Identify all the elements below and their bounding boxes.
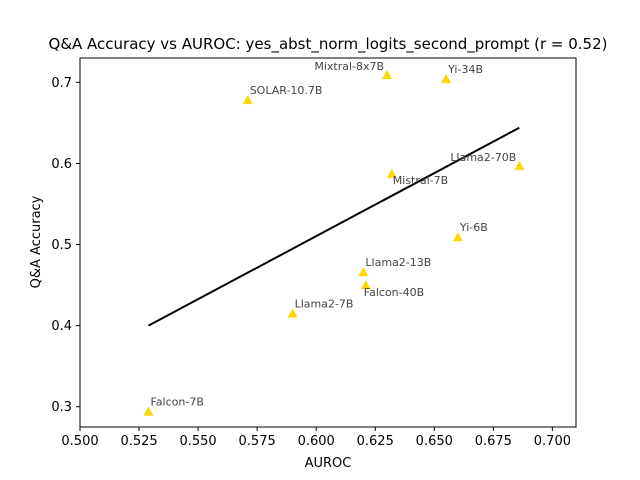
- x-axis: 0.500 0.525 0.550 0.575 0.600 0.625 0.650 0.675…: [61, 427, 571, 449]
- point-label: Llama2-13B: [365, 256, 431, 269]
- point-label: SOLAR-10.7B: [250, 84, 323, 97]
- y-tick-label: 0.7: [51, 76, 72, 91]
- data-point: [143, 406, 154, 416]
- plot-area: Mixtral-8x7B Yi-34B SOLAR-10.7B Llama2-70BM…: [143, 60, 525, 416]
- point-label: Llama2-70B: [450, 151, 516, 164]
- data-point: [242, 95, 253, 105]
- y-tick-label: 0.6: [51, 157, 72, 172]
- point-label: Falcon-40B: [364, 286, 424, 299]
- point-label: Yi-6B: [459, 221, 488, 234]
- data-point: [360, 280, 371, 290]
- data-point: [287, 308, 298, 318]
- data-point: [358, 267, 369, 277]
- x-tick-label: 0.650: [416, 434, 453, 449]
- point-label: Yi-34B: [447, 63, 483, 76]
- plot-frame: [79, 57, 577, 428]
- x-tick-label: 0.500: [61, 434, 98, 449]
- x-tick-label: 0.675: [475, 434, 512, 449]
- point-label: Falcon-7B: [150, 396, 203, 409]
- x-tick-label: 0.600: [298, 434, 335, 449]
- y-axis-title: Q&A Accuracy: [29, 195, 44, 288]
- data-point: [382, 70, 393, 80]
- x-tick-label: 0.700: [534, 434, 571, 449]
- point-label: Llama2-7B: [295, 297, 354, 310]
- x-tick-label: 0.550: [179, 434, 216, 449]
- point-label: Mistral-7B: [393, 174, 448, 187]
- data-point: [386, 168, 397, 178]
- x-tick-label: 0.575: [239, 434, 276, 449]
- x-tick-label: 0.525: [120, 434, 157, 449]
- data-point: [441, 74, 452, 84]
- data-point: [514, 160, 525, 170]
- y-tick-label: 0.3: [51, 400, 72, 415]
- y-tick-label: 0.5: [51, 238, 72, 253]
- y-tick-label: 0.4: [51, 319, 72, 334]
- trend-line: [148, 126, 520, 327]
- data-point: [452, 232, 463, 242]
- chart-title: Q&A Accuracy vs AUROC: yes_abst_norm_log…: [49, 35, 608, 54]
- x-axis-title: AUROC: [305, 456, 352, 471]
- y-axis: 0.3 0.4 0.5 0.6 0.7: [51, 76, 80, 415]
- x-tick-label: 0.625: [357, 434, 394, 449]
- point-label: Mixtral-8x7B: [314, 60, 384, 73]
